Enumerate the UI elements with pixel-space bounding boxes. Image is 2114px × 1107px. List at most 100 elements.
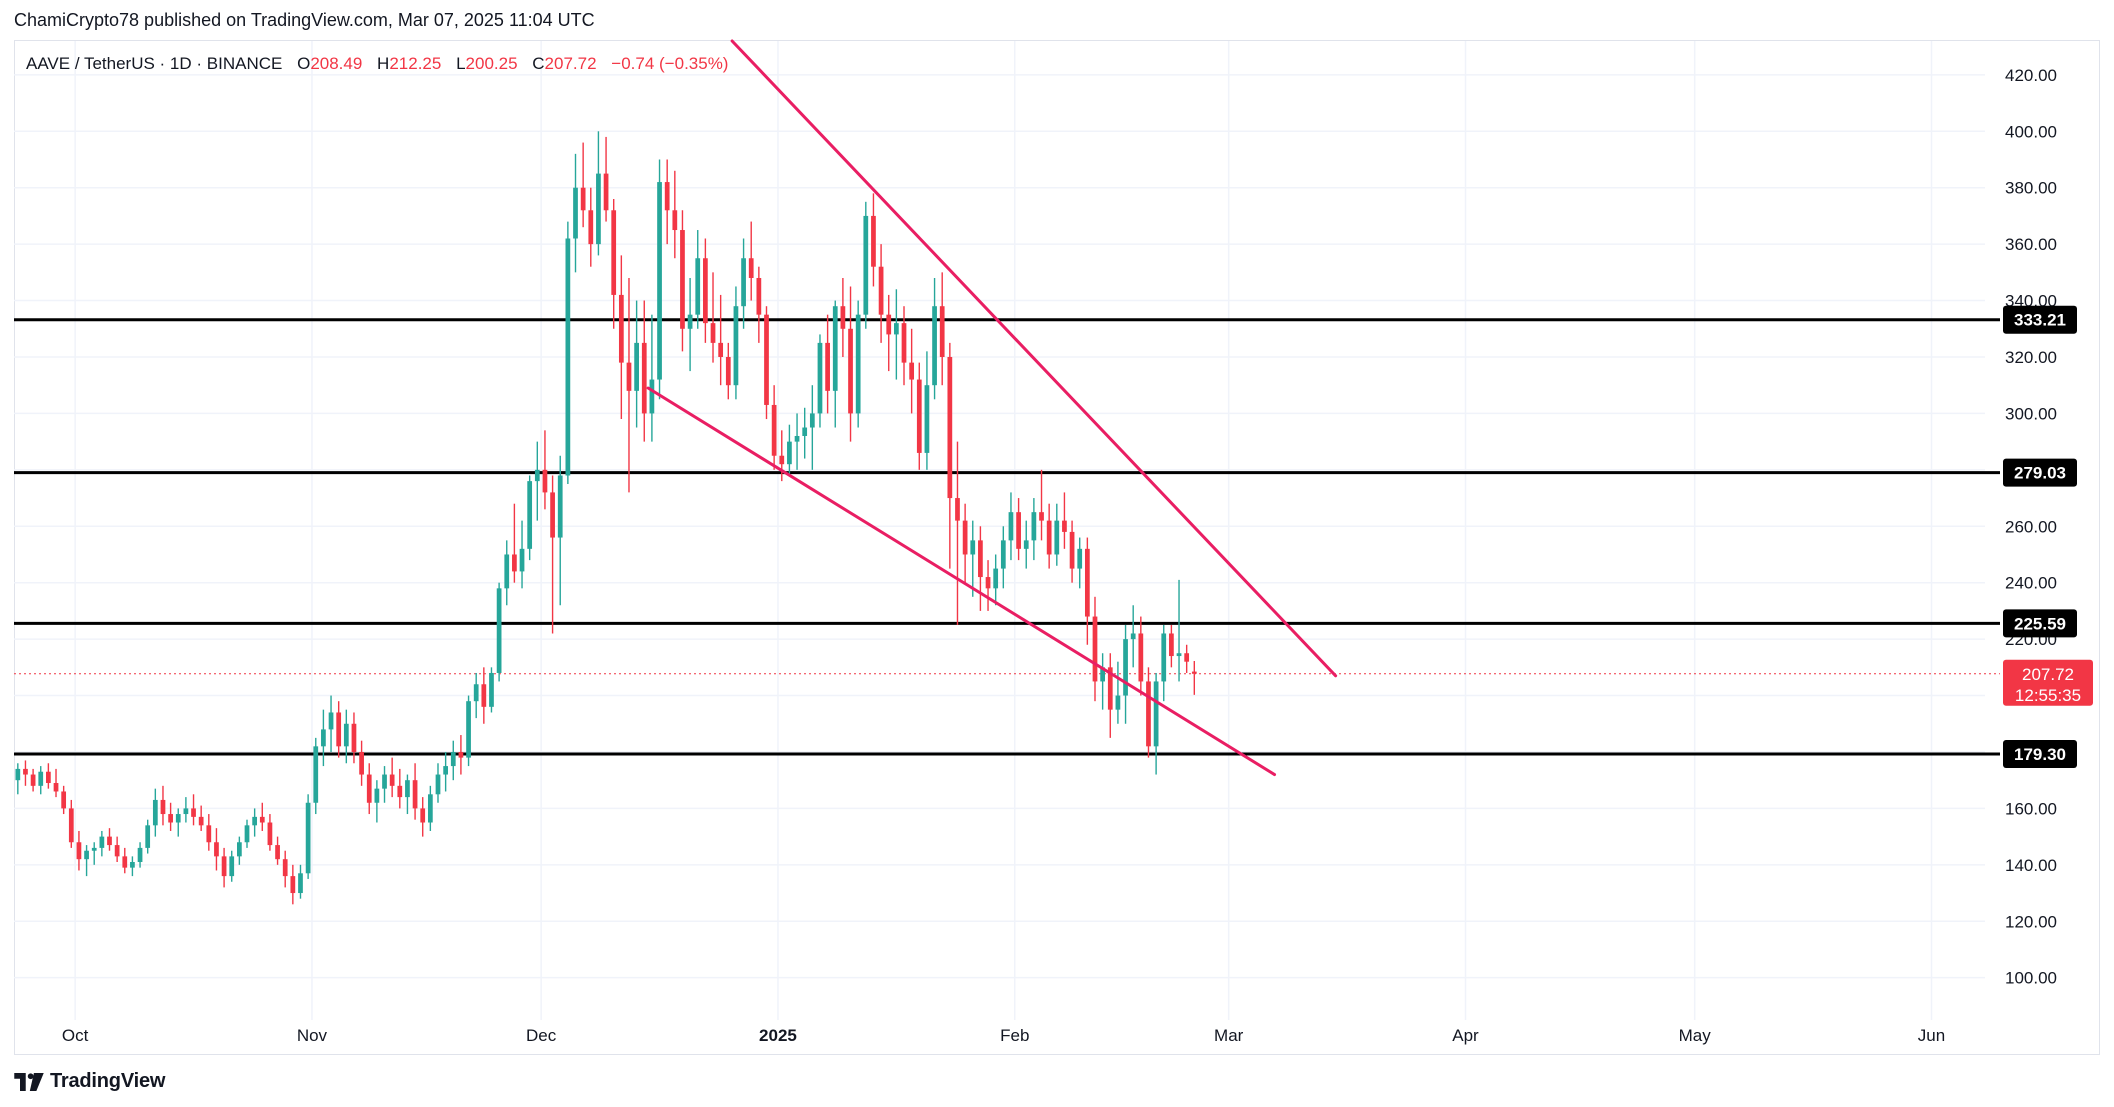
candle-body — [130, 862, 135, 868]
candle-body — [809, 413, 815, 428]
candle-body — [145, 825, 151, 848]
candle-body — [1146, 681, 1151, 747]
candle-body — [481, 684, 487, 707]
candle-body — [916, 379, 922, 453]
candle-body — [978, 540, 983, 578]
candle-body — [23, 768, 28, 775]
candle-body — [1039, 512, 1044, 521]
level-price-tag — [2003, 739, 2077, 768]
candle-body — [214, 842, 219, 857]
trendlines-layer — [646, 39, 1338, 777]
price-labels-layer: 333.21 279.03 225.59 179.30 207.72 12:55:35 — [2003, 305, 2093, 768]
candle-body — [718, 342, 724, 357]
candle-body — [328, 712, 334, 730]
candle-body — [1191, 671, 1197, 674]
candle-body — [1069, 531, 1075, 569]
candle-body — [366, 774, 372, 803]
y-tick-label: 100.00 — [2005, 969, 2057, 988]
candle-body — [290, 876, 296, 894]
candle-body — [939, 306, 945, 357]
candle-body — [1161, 633, 1167, 682]
candle-body — [427, 794, 433, 823]
candle-body — [53, 783, 59, 792]
candle-body — [1084, 548, 1090, 617]
candle-body — [1153, 681, 1159, 747]
candle-body — [794, 435, 800, 442]
x-tick-label: Nov — [297, 1026, 328, 1045]
candle-body — [733, 306, 739, 386]
candle-body — [1184, 653, 1190, 662]
candle-body — [779, 455, 785, 465]
candle-body — [756, 277, 762, 315]
candle-body — [107, 836, 112, 846]
candle-body — [420, 808, 426, 823]
candle-body — [893, 323, 899, 335]
candles-layer — [15, 131, 1197, 905]
lower-trendline — [646, 386, 1277, 777]
candle-body — [183, 808, 189, 815]
candle-body — [641, 342, 647, 414]
candle-body — [175, 814, 181, 823]
candle-body — [91, 847, 97, 851]
tradingview-logo-icon — [14, 1072, 44, 1091]
candle-body — [382, 774, 387, 789]
x-tick-label: Feb — [1000, 1026, 1029, 1045]
candle-body — [1062, 520, 1067, 532]
candle-body — [611, 210, 617, 295]
legend-high-label: H — [377, 54, 389, 73]
x-tick-label: Oct — [62, 1026, 89, 1045]
candle-body — [1008, 512, 1014, 541]
legend-open-value: 208.49 — [310, 54, 362, 73]
candle-body — [687, 314, 693, 329]
candle-body — [30, 774, 36, 786]
candle-body — [450, 751, 456, 767]
candle-body — [725, 356, 731, 386]
candle-body — [573, 187, 578, 239]
level-price-tag — [2003, 458, 2077, 487]
candle-body — [825, 342, 830, 391]
candle-body — [703, 258, 708, 324]
candle-body — [1107, 667, 1113, 710]
candle-body — [962, 520, 968, 555]
candle-body — [886, 314, 892, 335]
candle-body — [657, 182, 662, 380]
legend-close-label: C — [532, 54, 544, 73]
candle-body — [229, 856, 235, 877]
candle-body — [443, 766, 449, 775]
candle-body — [298, 873, 303, 894]
candle-body — [871, 215, 876, 267]
candle-body — [680, 230, 685, 329]
candle-body — [748, 258, 754, 278]
candle-body — [68, 808, 74, 843]
upper-trendline — [730, 39, 1338, 678]
svg-text:AAVE / TetherUS · 1D · BINANCE: AAVE / TetherUS · 1D · BINANCE O208.49 H… — [26, 54, 728, 73]
axes-layer: 100.00120.00140.00160.00180.00200.00220.… — [62, 66, 2057, 1045]
candle-body — [267, 822, 273, 846]
candle-body — [695, 258, 701, 315]
candle-body — [61, 791, 67, 809]
horizontal-levels — [14, 318, 2000, 756]
candle-body — [550, 492, 555, 538]
y-tick-label: 420.00 — [2005, 66, 2057, 85]
candle-body — [1092, 616, 1098, 682]
candle-body — [466, 701, 471, 758]
candle-body — [970, 540, 976, 555]
candle-body — [596, 173, 601, 245]
footer-brand[interactable]: TradingView — [14, 1070, 165, 1093]
candle-body — [305, 802, 311, 874]
y-tick-label: 240.00 — [2005, 574, 2057, 593]
candle-body — [397, 785, 403, 798]
level-price-label: 279.03 — [2014, 464, 2066, 483]
candle-body — [84, 850, 89, 860]
candle-body — [1016, 512, 1021, 549]
candle-body — [649, 379, 655, 414]
y-tick-label: 140.00 — [2005, 856, 2057, 875]
legend-close-value: 207.72 — [545, 54, 597, 73]
grid-layer — [14, 41, 1985, 1020]
candle-body — [618, 294, 624, 363]
candle-body — [374, 788, 380, 803]
current-price-tag — [2003, 659, 2093, 706]
candle-body — [1130, 633, 1136, 640]
candle-body — [122, 856, 128, 868]
